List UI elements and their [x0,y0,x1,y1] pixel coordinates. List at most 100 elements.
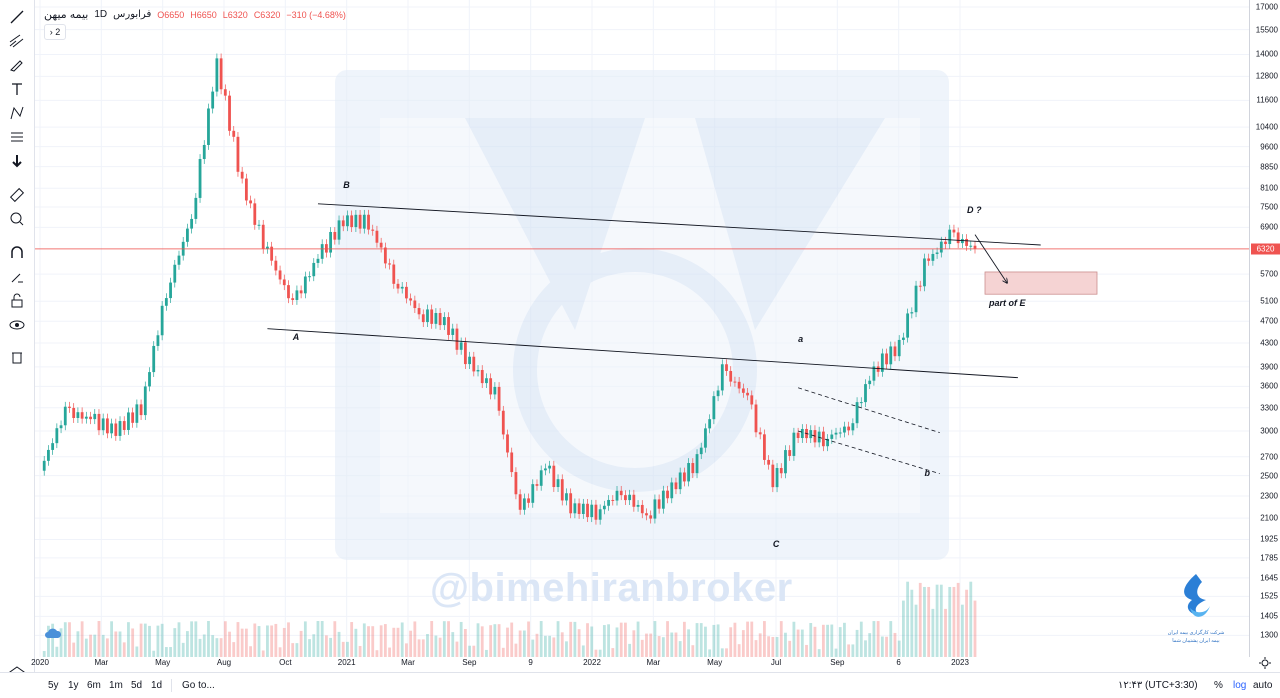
log-toggle[interactable]: log [1233,680,1247,691]
trash-icon[interactable] [5,346,29,368]
volume-bar [76,631,80,657]
volume-bar [392,627,396,657]
time-axis[interactable]: 2020 Mar May Aug Oct 2021 Mar Sep 9 2022 Mar May Jul… [31,657,1249,669]
candle-body [442,317,446,326]
settings-icon[interactable] [1258,656,1272,670]
goto-button[interactable]: Go to... [182,680,215,691]
lock-drawing-icon[interactable] [5,266,29,288]
candle-body [927,258,931,261]
candle-body [619,490,623,496]
volume-bar [586,623,589,657]
volume-bar [447,621,450,657]
range-1y[interactable]: 1y [68,680,79,691]
clock[interactable]: ۱۲:۴۳ (UTC+3:30) [1118,680,1198,691]
candle-body [699,447,703,455]
price-tick: 8100 [1260,183,1278,193]
price-axis[interactable]: 17000 15500 14000 12800 11600 10400 9600 8850 81… [1249,0,1280,657]
fib-tool-icon[interactable] [5,30,29,52]
range-1d[interactable]: 1d [151,680,163,691]
volume-bar [590,626,594,657]
exchange-label: فرابورس [113,9,152,20]
indicators-toggle-button[interactable]: › 2 [44,24,66,40]
candle-body [645,513,648,516]
range-6m[interactable]: 6m [87,680,101,691]
ruler-icon[interactable] [5,184,29,206]
candle-body [68,406,71,408]
time-tick: 2020 [31,658,49,667]
candle-body [779,468,783,474]
candle-body [308,276,311,278]
zoom-in-icon[interactable] [5,208,29,230]
interval-label[interactable]: 1D [94,9,108,20]
volume-bar [89,634,92,657]
volume-bar [215,638,219,657]
candle-body [497,386,501,411]
volume-bar [628,643,632,657]
volume-bar [918,582,922,657]
trend-line-tool-icon[interactable] [5,6,29,28]
candle-body [501,410,505,435]
volume-bar [699,623,703,657]
volume-bar [817,649,821,657]
time-tick: Sep [462,658,477,667]
volume-bar [362,623,366,657]
time-tick: 6 [896,658,901,667]
symbol-name[interactable]: بیمه میهن [44,9,89,21]
brush-tool-icon[interactable] [5,54,29,76]
candle-body [261,224,265,249]
arrow-down-icon[interactable] [5,150,29,172]
volume-bar [788,640,792,657]
volume-bar [704,626,707,657]
range-5d[interactable]: 5d [131,680,143,691]
range-5y[interactable]: 5y [48,680,59,691]
magnet-icon[interactable] [5,242,29,264]
candle-body [371,229,375,231]
candle-body [417,308,421,315]
range-1m[interactable]: 1m [109,680,123,691]
indicators-count: 2 [55,27,61,37]
candle-body [257,224,261,226]
change-value: −310 (−4.68%) [286,9,346,20]
prediction-tool-icon[interactable] [5,126,29,148]
volume-bar [270,625,274,657]
volume-bar [114,631,118,657]
percent-toggle[interactable]: % [1214,680,1223,691]
candle-body [59,425,63,429]
text-tool-icon[interactable] [5,78,29,100]
volume-bar [809,623,813,657]
candle-body [821,431,825,447]
price-tick: 3300 [1260,403,1278,413]
volume-bar [843,622,846,657]
volume-bar [274,623,278,657]
price-tick: 1300 [1260,630,1278,640]
candle-body [535,484,539,486]
price-chart[interactable] [35,0,1249,657]
volume-bar [670,632,674,657]
auto-toggle[interactable]: auto [1253,680,1273,691]
candle-body [763,434,766,460]
candle-body [282,279,286,286]
volume-bar [59,628,63,657]
time-tick: May [155,658,171,667]
pattern-tool-icon[interactable] [5,102,29,124]
candle-body [851,423,855,431]
candle-body [522,498,526,510]
volume-bar [661,637,665,657]
eye-icon[interactable] [5,314,29,336]
volume-bar [257,626,261,657]
volume-bar [211,635,215,657]
volume-bar [295,643,299,657]
candle-body [573,503,577,514]
volume-bar [186,631,189,657]
volume-bar [358,645,362,657]
volume-bar [232,642,236,657]
volume-bars [42,581,977,657]
candle-body [733,381,737,383]
volume-bar [236,622,240,657]
lock-icon[interactable] [5,290,29,312]
price-tick: 5700 [1260,269,1278,279]
price-tick: 15500 [1255,25,1278,35]
target-zone-rect [984,271,1098,295]
volume-bar [497,624,501,657]
volume-bar [383,624,387,657]
